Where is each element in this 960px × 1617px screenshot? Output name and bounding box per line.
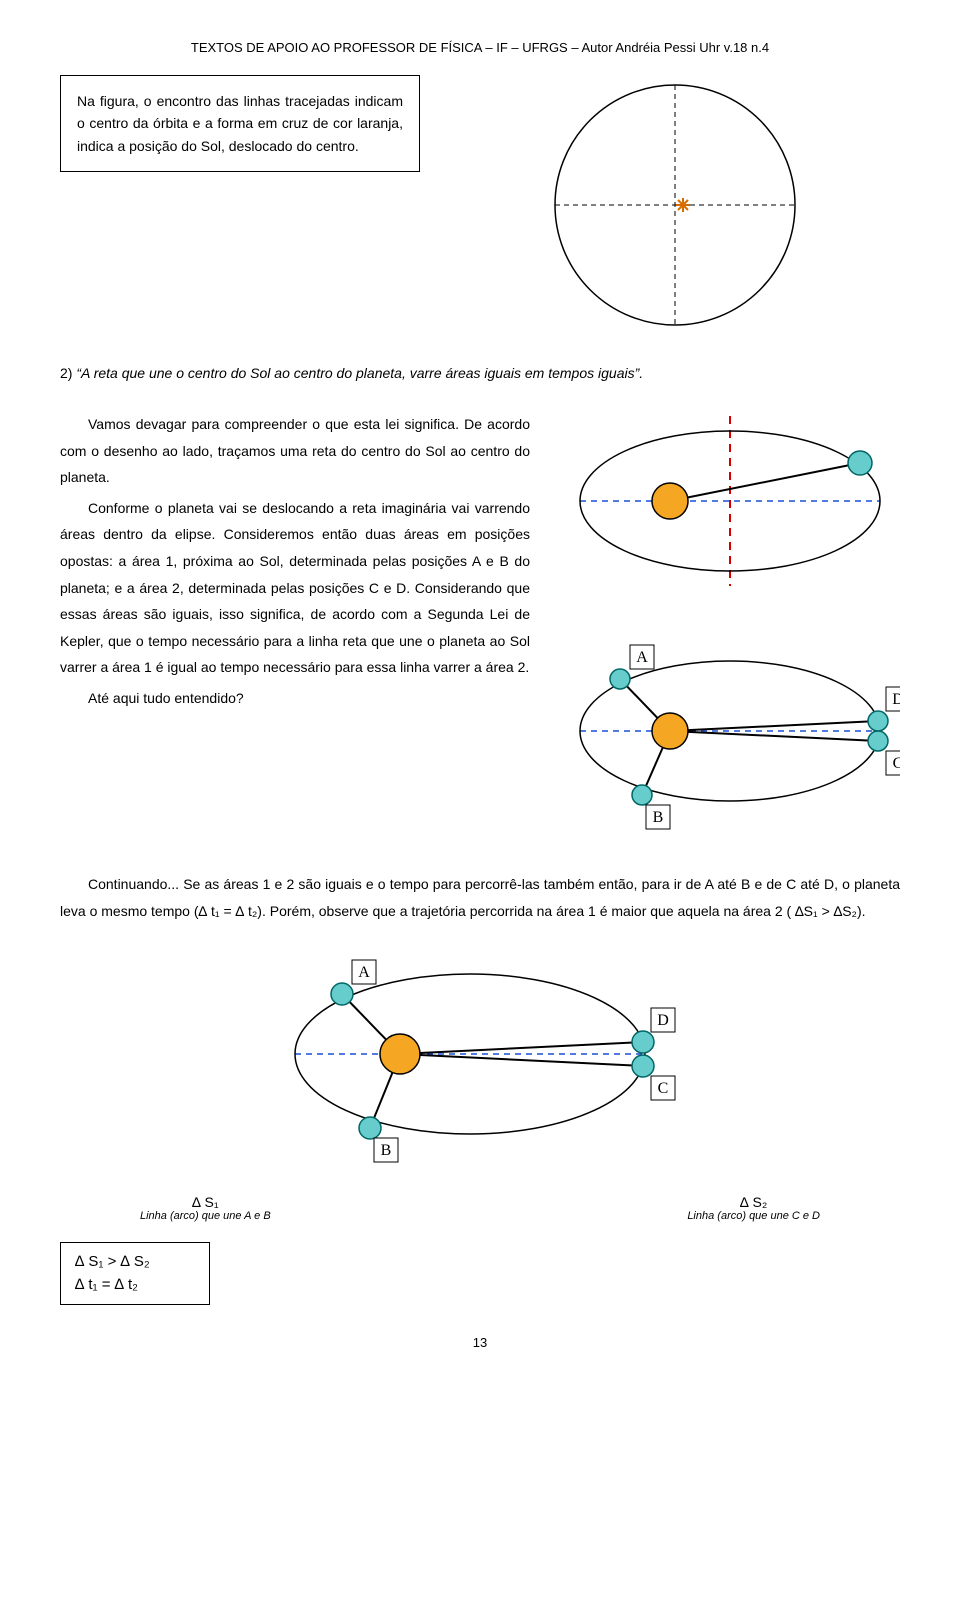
svg-text:C: C	[658, 1080, 669, 1097]
paragraph-3: Até aqui tudo entendido?	[60, 685, 530, 712]
figure-ellipse-areas-abcd: A B D C	[560, 631, 900, 851]
arc-labels-row: ∆ S₁ Linha (arco) que une A e B ∆ S₂ Lin…	[140, 1194, 820, 1222]
body-text-left: Vamos devagar para compreender o que est…	[60, 411, 530, 716]
svg-text:B: B	[653, 809, 664, 826]
orbit-circle-svg	[535, 75, 815, 335]
figure-ellipse-arcs: A B D C	[260, 944, 700, 1174]
delta-s2-symbol: ∆ S₂	[687, 1194, 820, 1210]
main-content-row: Vamos devagar para compreender o que est…	[60, 411, 900, 851]
bottom-figure-wrap: A B D C	[60, 944, 900, 1174]
paragraph-continue: Continuando... Se as áreas 1 e 2 são igu…	[60, 871, 900, 924]
svg-text:A: A	[636, 649, 648, 666]
arc-cd-caption: Linha (arco) que une C e D	[687, 1210, 820, 1222]
kepler-law-2-statement: 2) “A reta que une o centro do Sol ao ce…	[60, 365, 900, 381]
delta-s2-group: ∆ S₂ Linha (arco) que une C e D	[687, 1194, 820, 1222]
svg-text:B: B	[381, 1142, 392, 1159]
figure-orbit-circle	[450, 75, 900, 335]
arc-ab-caption: Linha (arco) que une A e B	[140, 1210, 271, 1222]
intro-callout-box: Na figura, o encontro das linhas traceja…	[60, 75, 420, 172]
figure-ellipse-sun-planet	[560, 411, 900, 591]
svg-text:C: C	[893, 755, 900, 772]
delta-s1-group: ∆ S₁ Linha (arco) que une A e B	[140, 1194, 271, 1222]
page-header: TEXTOS DE APOIO AO PROFESSOR DE FÍSICA –…	[60, 40, 900, 55]
paragraph-2: Conforme o planeta vai se deslocando a r…	[60, 495, 530, 681]
continuing-paragraph: Continuando... Se as áreas 1 e 2 são igu…	[60, 871, 900, 924]
page-number: 13	[60, 1335, 900, 1350]
delta-s1-symbol: ∆ S₁	[140, 1194, 271, 1210]
law-number: 2)	[60, 365, 72, 381]
paragraph-1: Vamos devagar para compreender o que est…	[60, 411, 530, 491]
svg-text:A: A	[358, 964, 370, 981]
inequality-box: ∆ S₁ > ∆ S₂ ∆ t₁ = ∆ t₂	[60, 1242, 210, 1305]
law-text: “A reta que une o centro do Sol ao centr…	[76, 365, 643, 381]
figures-right: A B D C	[560, 411, 900, 851]
ineq-s: ∆ S₁ > ∆ S₂	[75, 1251, 195, 1274]
svg-text:D: D	[892, 691, 900, 708]
ineq-t: ∆ t₁ = ∆ t₂	[75, 1274, 195, 1297]
svg-text:D: D	[657, 1012, 669, 1029]
intro-row: Na figura, o encontro das linhas traceja…	[60, 75, 900, 335]
